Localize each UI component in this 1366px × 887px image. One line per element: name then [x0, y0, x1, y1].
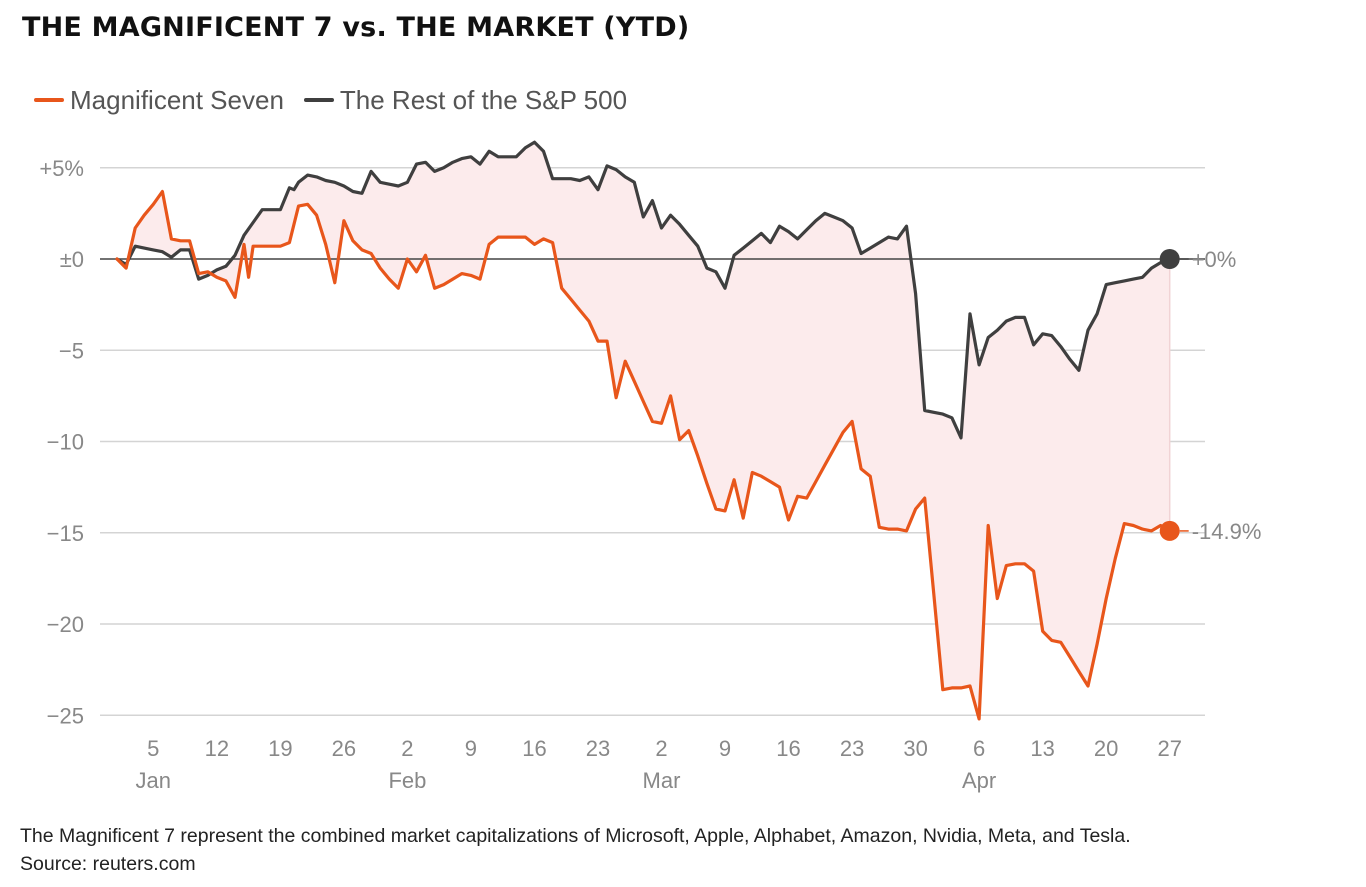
- x-tick-label: 23: [840, 736, 864, 761]
- footer-note: The Magnificent 7 represent the combined…: [20, 825, 1131, 847]
- y-tick-label: −20: [47, 612, 84, 637]
- legend-item-rest-of-sp500: The Rest of the S&P 500: [303, 84, 628, 116]
- footer-source: Source: reuters.com: [20, 853, 196, 875]
- x-tick-label: 2: [655, 736, 667, 761]
- x-tick-label: 30: [903, 736, 927, 761]
- legend-label-rest-of-sp500: The Rest of the S&P 500: [339, 84, 628, 115]
- x-tick-label: 23: [586, 736, 610, 761]
- x-tick-label: 5: [147, 736, 159, 761]
- chart-title: THE MAGNIFICENT 7 vs. THE MARKET (YTD): [22, 12, 690, 43]
- x-tick-label: 27: [1157, 736, 1181, 761]
- y-tick-label: −10: [47, 430, 84, 455]
- x-tick-label: 6: [973, 736, 985, 761]
- x-month-label: Jan: [136, 768, 171, 793]
- magnificent-seven-end-marker: [1159, 520, 1180, 541]
- rest-of-sp500-line: [115, 140, 1172, 440]
- y-tick-label: ±0: [60, 247, 84, 272]
- x-month-label: Feb: [388, 768, 426, 793]
- legend-swatch-rest-of-sp500: [303, 98, 334, 102]
- x-tick-label: 9: [465, 736, 477, 761]
- legend-swatch-magnificent-seven: [34, 98, 64, 102]
- legend-label-magnificent-seven: Magnificent Seven: [70, 84, 284, 115]
- rest-of-sp500-end-marker: [1159, 249, 1180, 269]
- x-tick-label: 12: [205, 736, 229, 761]
- chart-footer: The Magnificent 7 represent the combined…: [20, 822, 1131, 878]
- x-month-label: Apr: [962, 768, 996, 793]
- legend-item-magnificent-seven: Magnificent Seven: [34, 85, 284, 116]
- x-tick-label: 26: [332, 736, 356, 761]
- x-month-label: Mar: [643, 768, 681, 793]
- line-layer: [100, 140, 1205, 721]
- x-tick-label: 19: [268, 736, 292, 761]
- label-layer: +5% ±0 −5 −10 −15 −20 −25 5 Jan 12 19 26 2 Feb 9 16 23 2 M…: [39, 156, 1261, 793]
- y-tick-label: −15: [47, 521, 84, 546]
- x-tick-label: 13: [1030, 736, 1054, 761]
- x-tick-label: 16: [776, 736, 800, 761]
- y-tick-label: −5: [59, 338, 84, 363]
- magnificent-seven-line: [115, 189, 1172, 721]
- y-tick-label: +5%: [39, 156, 84, 181]
- chart-legend: Magnificent Seven The Rest of the S&P 50…: [34, 84, 627, 116]
- x-tick-label: 9: [719, 736, 731, 761]
- magnificent-seven-end-label: -14.9%: [1192, 519, 1262, 544]
- x-tick-label: 2: [401, 736, 413, 761]
- rest-of-sp500-end-label: +0%: [1192, 247, 1237, 272]
- x-tick-label: 20: [1094, 736, 1118, 761]
- x-tick-label: 16: [522, 736, 546, 761]
- gap-area: [117, 142, 1170, 719]
- y-tick-label: −25: [47, 703, 84, 728]
- fill-layer: [117, 142, 1171, 719]
